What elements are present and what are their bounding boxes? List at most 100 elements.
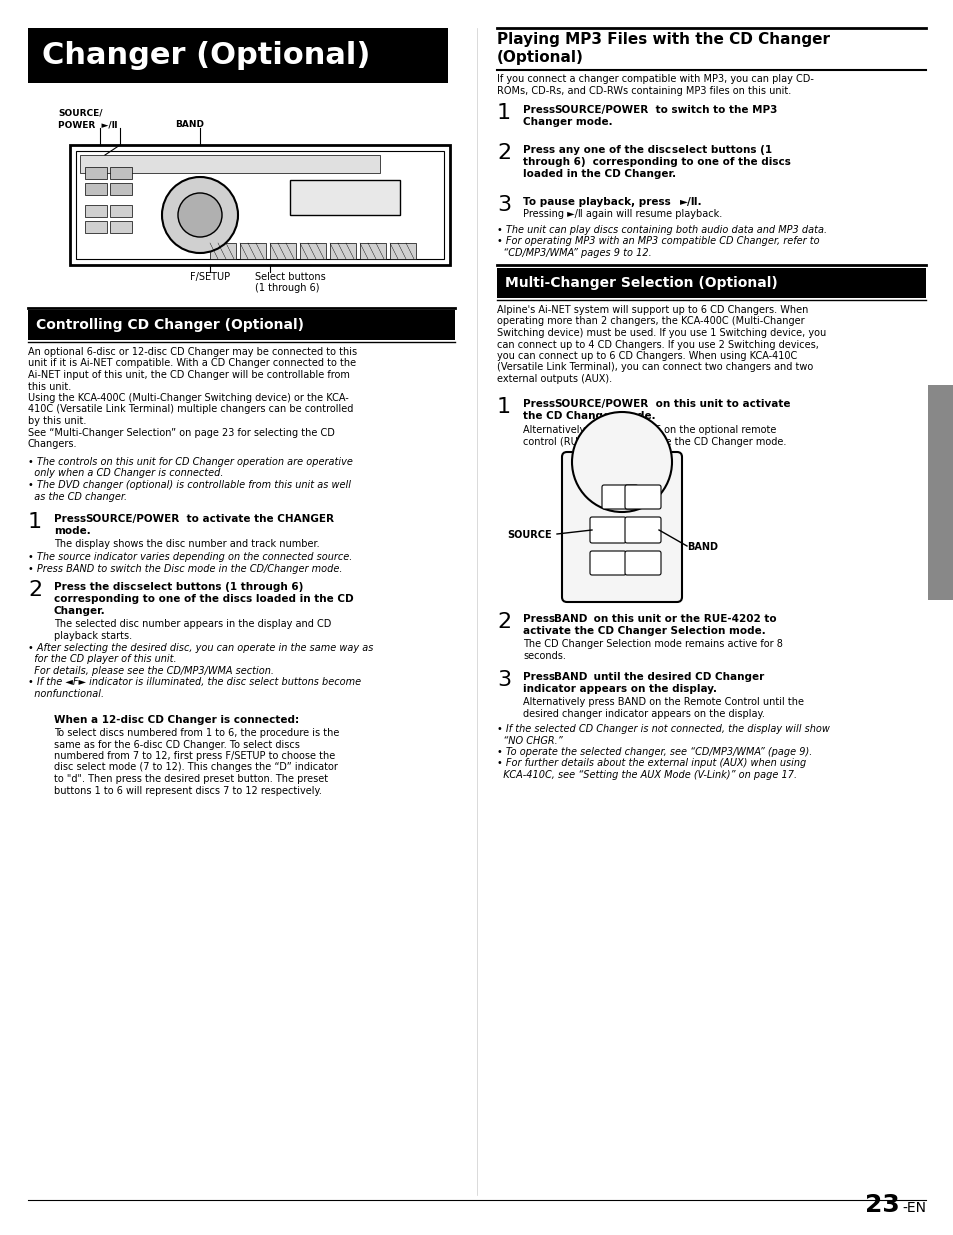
Text: can connect up to 4 CD Changers. If you use 2 Switching devices,: can connect up to 4 CD Changers. If you … [497, 340, 818, 350]
Text: Press: Press [54, 514, 90, 524]
Bar [390, 243, 416, 259]
Text: Press: Press [522, 672, 558, 682]
Text: SOURCE/POWER: SOURCE/POWER [554, 105, 648, 115]
Text: To select discs numbered from 1 to 6, the procedure is the: To select discs numbered from 1 to 6, th… [54, 727, 339, 739]
Text: To pause playback, press: To pause playback, press [522, 198, 674, 207]
Text: this unit.: this unit. [28, 382, 71, 391]
Text: mode.: mode. [54, 526, 91, 536]
Bar [85, 167, 107, 179]
Text: 2: 2 [28, 580, 42, 600]
Text: “NO CHGR.”: “NO CHGR.” [497, 736, 562, 746]
FancyBboxPatch shape [624, 517, 660, 543]
Text: • To operate the selected changer, see “CD/MP3/WMA” (page 9).: • To operate the selected changer, see “… [497, 747, 812, 757]
FancyBboxPatch shape [561, 452, 681, 601]
Text: Using the KCA-400C (Multi-Changer Switching device) or the KCA-: Using the KCA-400C (Multi-Changer Switch… [28, 393, 349, 403]
Text: Changer (Optional): Changer (Optional) [42, 41, 370, 70]
Text: KCA-410C, see “Setting the AUX Mode (V-Link)” on page 17.: KCA-410C, see “Setting the AUX Mode (V-L… [497, 769, 797, 781]
Bar [28, 310, 455, 340]
Text: “CD/MP3/WMA” pages 9 to 12.: “CD/MP3/WMA” pages 9 to 12. [497, 248, 651, 258]
Text: • For further details about the external input (AUX) when using: • For further details about the external… [497, 758, 805, 768]
Text: external outputs (AUX).: external outputs (AUX). [497, 374, 612, 384]
Text: SOURCE: SOURCE [506, 530, 551, 540]
Text: unit if it is Ai-NET compatible. With a CD Changer connected to the: unit if it is Ai-NET compatible. With a … [28, 358, 355, 368]
Text: Press: Press [522, 399, 558, 409]
Text: 3: 3 [497, 195, 511, 215]
Text: (Versatile Link Terminal), you can connect two changers and two: (Versatile Link Terminal), you can conne… [497, 363, 812, 373]
Text: buttons 1 to 6 will represent discs 7 to 12 respectively.: buttons 1 to 6 will represent discs 7 to… [54, 785, 321, 795]
Text: When a 12-disc CD Changer is connected:: When a 12-disc CD Changer is connected: [54, 715, 299, 725]
Text: An optional 6-disc or 12-disc CD Changer may be connected to this: An optional 6-disc or 12-disc CD Changer… [28, 347, 356, 357]
Text: (Optional): (Optional) [497, 49, 583, 65]
Text: 410C (Versatile Link Terminal) multiple changers can be controlled: 410C (Versatile Link Terminal) multiple … [28, 405, 353, 415]
Text: Press any one of the disc: Press any one of the disc [522, 144, 674, 156]
Text: Playing MP3 Files with the CD Changer: Playing MP3 Files with the CD Changer [497, 32, 829, 47]
Text: 1: 1 [497, 103, 511, 124]
Bar [110, 167, 132, 179]
Text: (1 through 6): (1 through 6) [254, 283, 319, 293]
Text: The selected disc number appears in the display and CD: The selected disc number appears in the … [54, 619, 331, 629]
Bar [330, 243, 355, 259]
Text: F/SETUP: F/SETUP [190, 272, 230, 282]
Bar [85, 221, 107, 233]
Text: to switch to the MP3: to switch to the MP3 [651, 105, 777, 115]
Text: on this unit or the RUE-4202 to: on this unit or the RUE-4202 to [589, 614, 776, 624]
Text: until the desired CD Changer: until the desired CD Changer [589, 672, 763, 682]
Text: 23: 23 [864, 1193, 899, 1216]
Text: through 6): through 6) [522, 157, 585, 167]
Text: SOURCE/POWER: SOURCE/POWER [554, 399, 648, 409]
Text: 1: 1 [497, 396, 511, 417]
Text: 3: 3 [497, 671, 511, 690]
Text: • After selecting the desired disc, you can operate in the same way as: • After selecting the desired disc, you … [28, 643, 373, 653]
Text: activate the CD Changer Selection mode.: activate the CD Changer Selection mode. [522, 626, 765, 636]
Bar [85, 183, 107, 195]
Text: BAND: BAND [554, 672, 587, 682]
Text: Changer mode.: Changer mode. [522, 117, 612, 127]
FancyBboxPatch shape [589, 517, 625, 543]
Text: Press: Press [522, 105, 558, 115]
Text: to "d". Then press the desired preset button. The preset: to "d". Then press the desired preset bu… [54, 774, 328, 784]
Text: The CD Changer Selection mode remains active for 8: The CD Changer Selection mode remains ac… [522, 638, 782, 650]
Text: 2: 2 [497, 143, 511, 163]
Circle shape [178, 193, 222, 237]
Text: • For operating MP3 with an MP3 compatible CD Changer, refer to: • For operating MP3 with an MP3 compatib… [497, 236, 819, 247]
Circle shape [162, 177, 237, 253]
Text: SOURCE/POWER: SOURCE/POWER [85, 514, 179, 524]
Text: Changer.: Changer. [54, 606, 106, 616]
Text: by this unit.: by this unit. [28, 416, 87, 426]
Bar [290, 180, 399, 215]
FancyBboxPatch shape [589, 551, 625, 576]
Text: SOURCE/: SOURCE/ [58, 107, 102, 117]
Text: The display shows the disc number and track number.: The display shows the disc number and tr… [54, 538, 319, 550]
Text: to activate the CHANGER: to activate the CHANGER [183, 514, 334, 524]
Bar [210, 243, 235, 259]
Text: select buttons (1 through 6): select buttons (1 through 6) [137, 582, 303, 592]
Bar [240, 243, 266, 259]
Text: Ai-NET input of this unit, the CD Changer will be controllable from: Ai-NET input of this unit, the CD Change… [28, 370, 350, 380]
Bar [80, 156, 379, 173]
Bar [110, 221, 132, 233]
Text: desired changer indicator appears on the display.: desired changer indicator appears on the… [522, 709, 764, 719]
Text: seconds.: seconds. [522, 651, 565, 661]
Text: • If the selected CD Changer is not connected, the display will show: • If the selected CD Changer is not conn… [497, 724, 829, 734]
Text: Multi-Changer Selection (Optional): Multi-Changer Selection (Optional) [504, 275, 777, 290]
Text: loaded in the CD Changer.: loaded in the CD Changer. [522, 169, 676, 179]
Bar [270, 243, 295, 259]
Text: See “Multi-Changer Selection” on page 23 for selecting the CD: See “Multi-Changer Selection” on page 23… [28, 427, 335, 437]
Text: Alternatively, press SOURCE on the optional remote: Alternatively, press SOURCE on the optio… [522, 425, 776, 435]
Text: 1: 1 [28, 513, 42, 532]
Text: Alternatively press BAND on the Remote Control until the: Alternatively press BAND on the Remote C… [522, 697, 803, 706]
Text: only when a CD Changer is connected.: only when a CD Changer is connected. [28, 468, 223, 478]
Text: Alpine's Ai-NET system will support up to 6 CD Changers. When: Alpine's Ai-NET system will support up t… [497, 305, 807, 315]
Circle shape [572, 412, 671, 513]
Bar [299, 243, 326, 259]
Text: indicator appears on the display.: indicator appears on the display. [522, 684, 717, 694]
Text: BAND: BAND [174, 120, 204, 128]
Text: • Press BAND to switch the Disc mode in the CD/Changer mode.: • Press BAND to switch the Disc mode in … [28, 563, 342, 573]
Text: playback starts.: playback starts. [54, 631, 132, 641]
Text: POWER  ►/Ⅱ: POWER ►/Ⅱ [58, 120, 117, 128]
Text: • The source indicator varies depending on the connected source.: • The source indicator varies depending … [28, 552, 352, 562]
Text: BAND: BAND [554, 614, 587, 624]
Text: select buttons (1: select buttons (1 [671, 144, 771, 156]
Text: numbered from 7 to 12, first press F/SETUP to choose the: numbered from 7 to 12, first press F/SET… [54, 751, 335, 761]
Text: nonfunctional.: nonfunctional. [28, 689, 104, 699]
